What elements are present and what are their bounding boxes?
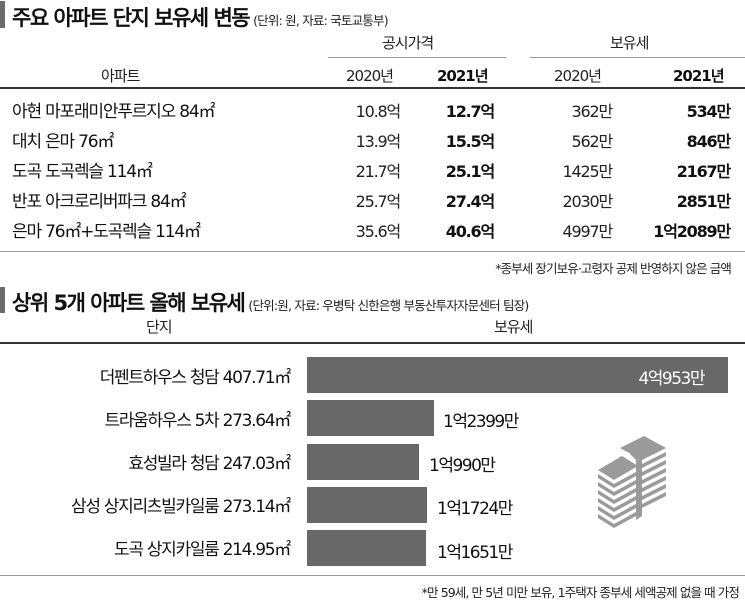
row-tax-2021: 534만 bbox=[686, 102, 732, 121]
row-price-2021: 40.6억 bbox=[445, 222, 495, 241]
section2-title-marker bbox=[0, 287, 5, 313]
row-apartment-name: 반포 아크로리버파크 84㎡ bbox=[12, 192, 187, 212]
bar-value: 1억1651만 bbox=[437, 543, 513, 563]
bar-label: 효성빌라 청담 247.03㎡ bbox=[128, 454, 291, 474]
bar-label: 삼성 상지리츠빌카일룸 273.14㎡ bbox=[71, 497, 291, 517]
col-header-price-2020: 2020년 bbox=[346, 67, 394, 85]
row-price-2021: 15.5억 bbox=[445, 132, 495, 151]
group-underline-holding-tax bbox=[530, 57, 745, 58]
row-price-2020: 35.6억 bbox=[355, 222, 402, 241]
bar bbox=[307, 400, 434, 436]
bar-label: 도곡 상지카일룸 214.95㎡ bbox=[114, 540, 291, 560]
table-header-divider bbox=[0, 87, 745, 89]
bar: 4억953만 bbox=[307, 357, 728, 393]
section1-title: 주요 아파트 단지 보유세 변동 (단위: 원, 자료: 국토교통부) bbox=[12, 2, 389, 32]
chart-header-divider bbox=[0, 342, 745, 344]
row-tax-2020: 1425만 bbox=[562, 162, 614, 181]
bar-value: 1억1724만 bbox=[437, 499, 513, 519]
section1-subtitle: (단위: 원, 자료: 국토교통부) bbox=[253, 13, 388, 28]
section1-title-text: 주요 아파트 단지 보유세 변동 bbox=[12, 6, 251, 30]
group-header-assessed-price: 공시가격 bbox=[382, 34, 434, 52]
row-tax-2020: 4997만 bbox=[562, 222, 614, 241]
section2-footnote: *만 59세, 만 5년 미만 보유, 1주택자 종부세 세액공제 없을 때 가… bbox=[421, 585, 740, 600]
money-stack-icon bbox=[598, 436, 666, 528]
bar-value: 4억953만 bbox=[638, 369, 705, 389]
col-header-tax-2021: 2021년 bbox=[673, 67, 725, 85]
row-price-2021: 27.4억 bbox=[445, 192, 495, 211]
row-tax-2020: 2030만 bbox=[562, 192, 614, 211]
row-tax-2021: 2851만 bbox=[676, 192, 731, 211]
section1-footnote: *종부세 장기보유·고령자 공제 반영하지 않은 금액 bbox=[495, 261, 732, 276]
group-header-holding-tax: 보유세 bbox=[610, 34, 649, 52]
col-header-tax-2020: 2020년 bbox=[554, 67, 602, 85]
row-apartment-name: 도곡 도곡렉슬 114㎡ bbox=[12, 162, 153, 182]
bar bbox=[307, 487, 427, 523]
bar-value: 1억2399만 bbox=[443, 412, 519, 432]
row-price-2020: 25.7억 bbox=[355, 192, 402, 211]
bar-label: 더펜트하우스 청담 407.71㎡ bbox=[99, 368, 292, 388]
row-tax-2020: 562만 bbox=[571, 132, 614, 151]
group-underline-assessed-price bbox=[328, 57, 506, 58]
bar bbox=[307, 444, 419, 480]
row-tax-2021: 1억2089만 bbox=[653, 222, 731, 241]
row-price-2021: 12.7억 bbox=[445, 102, 495, 121]
col-header-holding-tax-2: 보유세 bbox=[494, 318, 533, 336]
section2-subtitle: (단위:원, 자료: 우병탁 신한은행 부동산투자자문센터 팀장) bbox=[248, 298, 529, 313]
row-tax-2021: 846만 bbox=[686, 132, 732, 151]
row-apartment-name: 은마 76㎡+도곡렉슬 114㎡ bbox=[12, 222, 201, 242]
row-price-2020: 13.9억 bbox=[355, 132, 402, 151]
col-header-complex: 단지 bbox=[146, 318, 173, 336]
section2-title: 상위 5개 아파트 올해 보유세 (단위:원, 자료: 우병탁 신한은행 부동산투… bbox=[12, 287, 529, 317]
row-price-2020: 10.8억 bbox=[355, 102, 402, 121]
row-price-2021: 25.1억 bbox=[445, 162, 495, 181]
section1-title-marker bbox=[0, 1, 5, 28]
row-price-2020: 21.7억 bbox=[355, 162, 402, 181]
col-header-price-2021: 2021년 bbox=[437, 67, 489, 85]
bar-label: 트라움하우스 5차 273.64㎡ bbox=[104, 411, 292, 431]
bar-value: 1억990만 bbox=[429, 456, 496, 476]
table-bottom-divider bbox=[0, 251, 745, 252]
row-tax-2021: 2167만 bbox=[676, 162, 731, 181]
chart-bottom-divider bbox=[0, 575, 745, 576]
row-tax-2020: 362만 bbox=[571, 102, 614, 121]
col-header-apartment: 아파트 bbox=[101, 67, 140, 85]
row-apartment-name: 대치 은마 76㎡ bbox=[12, 132, 114, 152]
section2-title-text: 상위 5개 아파트 올해 보유세 bbox=[12, 291, 246, 315]
row-apartment-name: 아현 마포래미안푸르지오 84㎡ bbox=[12, 102, 215, 122]
bar bbox=[307, 530, 426, 566]
